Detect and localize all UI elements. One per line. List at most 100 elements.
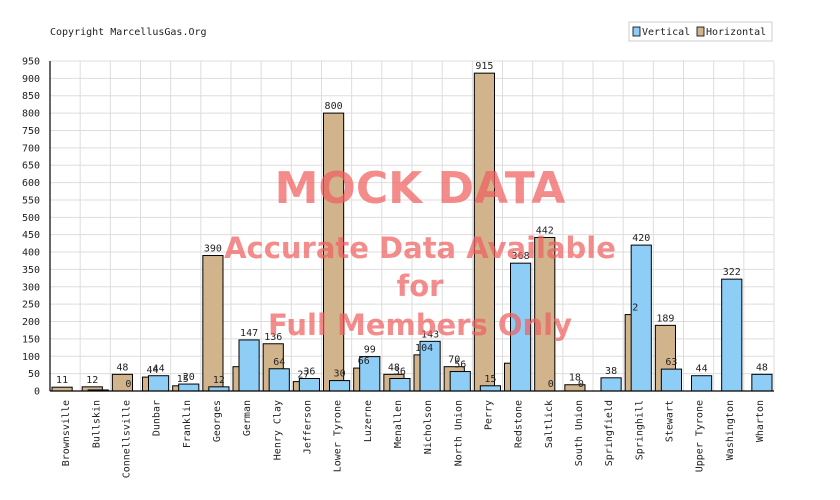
value-label-horizontal: 48 [388,362,400,373]
value-label-vertical: 56 [454,360,466,371]
value-label-horizontal: 66 [358,356,370,367]
value-label-horizontal: 70 [448,355,460,366]
y-tick-label: 50 [28,369,40,380]
value-label-horizontal: 104 [415,343,433,354]
bar-vertical [449,371,471,392]
bar-vertical [691,375,713,392]
y-tick-label: 100 [22,352,40,363]
x-tick-label: Lower Tyrone [333,400,344,472]
y-tick-label: 550 [22,195,40,206]
legend-vertical-swatch [632,26,641,37]
x-tick-label: Henry Clay [272,400,283,460]
bar-vertical [479,385,502,392]
value-label-vertical: 12 [213,375,225,386]
value-label-vertical: 0 [548,379,554,390]
x-tick-label: Springfield [604,400,615,466]
x-tick-label: Upper Tyrone [695,400,706,472]
bars [51,72,773,392]
value-label-vertical: 48 [756,362,768,373]
value-label-horizontal: 18 [569,373,581,384]
bar-vertical [600,377,622,392]
y-tick-label: 650 [22,161,40,172]
value-label-vertical: 143 [421,329,439,340]
value-label-vertical: 64 [273,357,285,368]
x-tick-label: Jefferson [302,400,313,454]
watermark-line-4: Full Members Only [268,308,572,342]
x-tick-label: North Union [453,400,464,466]
x-tick-label: Redstone [514,400,525,448]
y-tick-label: 0 [34,387,40,398]
value-label-horizontal: 390 [204,244,222,255]
bar-vertical [630,244,652,392]
value-label-horizontal: 27 [297,370,309,381]
bar-vertical [238,339,260,392]
value-label-vertical: 420 [632,233,650,244]
x-tick-label: Bullskin [91,400,102,448]
x-tick-label: Perry [483,400,494,430]
x-tick-label: Franklin [182,400,193,448]
value-label-horizontal: 11 [56,375,68,386]
y-tick-label: 150 [22,334,40,345]
value-label-vertical: 44 [696,364,708,375]
x-axis-labels: Brownsville Bullskin Connellsville Dunbar Fr… [61,400,766,478]
value-label-vertical: 147 [240,328,258,339]
y-tick-label: 450 [22,230,40,241]
value-label-horizontal: 442 [536,225,554,236]
bar-vertical [148,375,170,392]
x-tick-label: Wharton [755,400,766,442]
value-label-horizontal: 189 [656,313,674,324]
value-label-vertical: 36 [394,366,406,377]
y-tick-label: 300 [22,282,40,293]
watermark-line-3: for [397,269,445,303]
value-label-vertical: 99 [364,345,376,356]
legend-horizontal-swatch [696,26,705,37]
value-label-vertical: 30 [334,369,346,380]
watermark-line-2: Accurate Data Available [224,231,616,265]
bar-vertical [178,383,200,392]
bar-horizontal [202,255,224,392]
axes [49,61,774,392]
bar-vertical [660,368,682,392]
x-tick-label: Brownsville [61,400,72,466]
y-tick-label: 750 [22,126,40,137]
value-label-horizontal: 915 [475,61,493,72]
y-tick-label: 200 [22,317,40,328]
value-label-horizontal: 2 [632,303,638,314]
legend-vertical-label: Vertical [642,27,690,38]
value-label-vertical: 63 [665,357,677,368]
x-tick-label: German [242,400,253,436]
value-label-horizontal: 48 [116,362,128,373]
value-label-horizontal: 12 [86,375,98,386]
bar-vertical [721,278,743,392]
x-tick-label: Stewart [664,400,675,442]
value-label-horizontal: 136 [264,332,282,343]
y-tick-label: 400 [22,248,40,259]
x-tick-label: Connellsville [121,400,132,478]
y-tick-label: 700 [22,143,40,154]
y-tick-label: 900 [22,74,40,85]
legend: Vertical Horizontal [628,21,773,42]
grid [49,60,775,392]
bar-vertical [329,380,351,392]
copyright-text: Copyright MarcellusGas.Org [50,27,207,38]
value-label-vertical: 20 [183,372,195,383]
y-tick-label: 350 [22,265,40,276]
bar-vertical [389,377,411,392]
y-tick-label: 250 [22,300,40,311]
y-tick-label: 500 [22,213,40,224]
legend-horizontal-label: Horizontal [706,27,766,38]
x-tick-label: South Union [574,400,585,466]
watermark-line-1: MOCK DATA [275,163,566,214]
x-tick-label: Georges [212,400,223,442]
y-axis-ticks: 0 50 100 150 200 250 300 350 400 450 500 550 600 650 7… [22,57,40,398]
x-tick-label: Springhill [634,400,645,460]
y-tick-label: 850 [22,91,40,102]
value-label-vertical: 36 [303,366,315,377]
value-label-vertical: 38 [605,366,617,377]
value-label-vertical: 322 [723,267,741,278]
value-label-vertical: 0 [578,379,584,390]
x-tick-label: Menallen [393,400,404,448]
value-label-vertical: 44 [153,364,165,375]
y-tick-label: 800 [22,109,40,120]
